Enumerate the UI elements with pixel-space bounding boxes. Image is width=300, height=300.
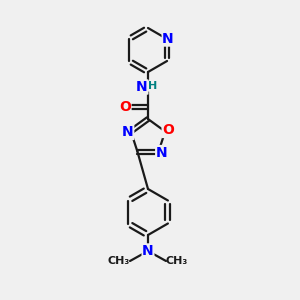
Text: O: O	[119, 100, 131, 114]
Text: N: N	[156, 146, 167, 160]
Text: H: H	[148, 81, 158, 91]
Text: N: N	[122, 125, 134, 140]
Text: CH₃: CH₃	[108, 256, 130, 266]
Text: N: N	[136, 80, 148, 94]
Text: CH₃: CH₃	[166, 256, 188, 266]
Text: N: N	[142, 244, 154, 258]
Text: O: O	[162, 123, 174, 137]
Text: N: N	[162, 32, 174, 46]
